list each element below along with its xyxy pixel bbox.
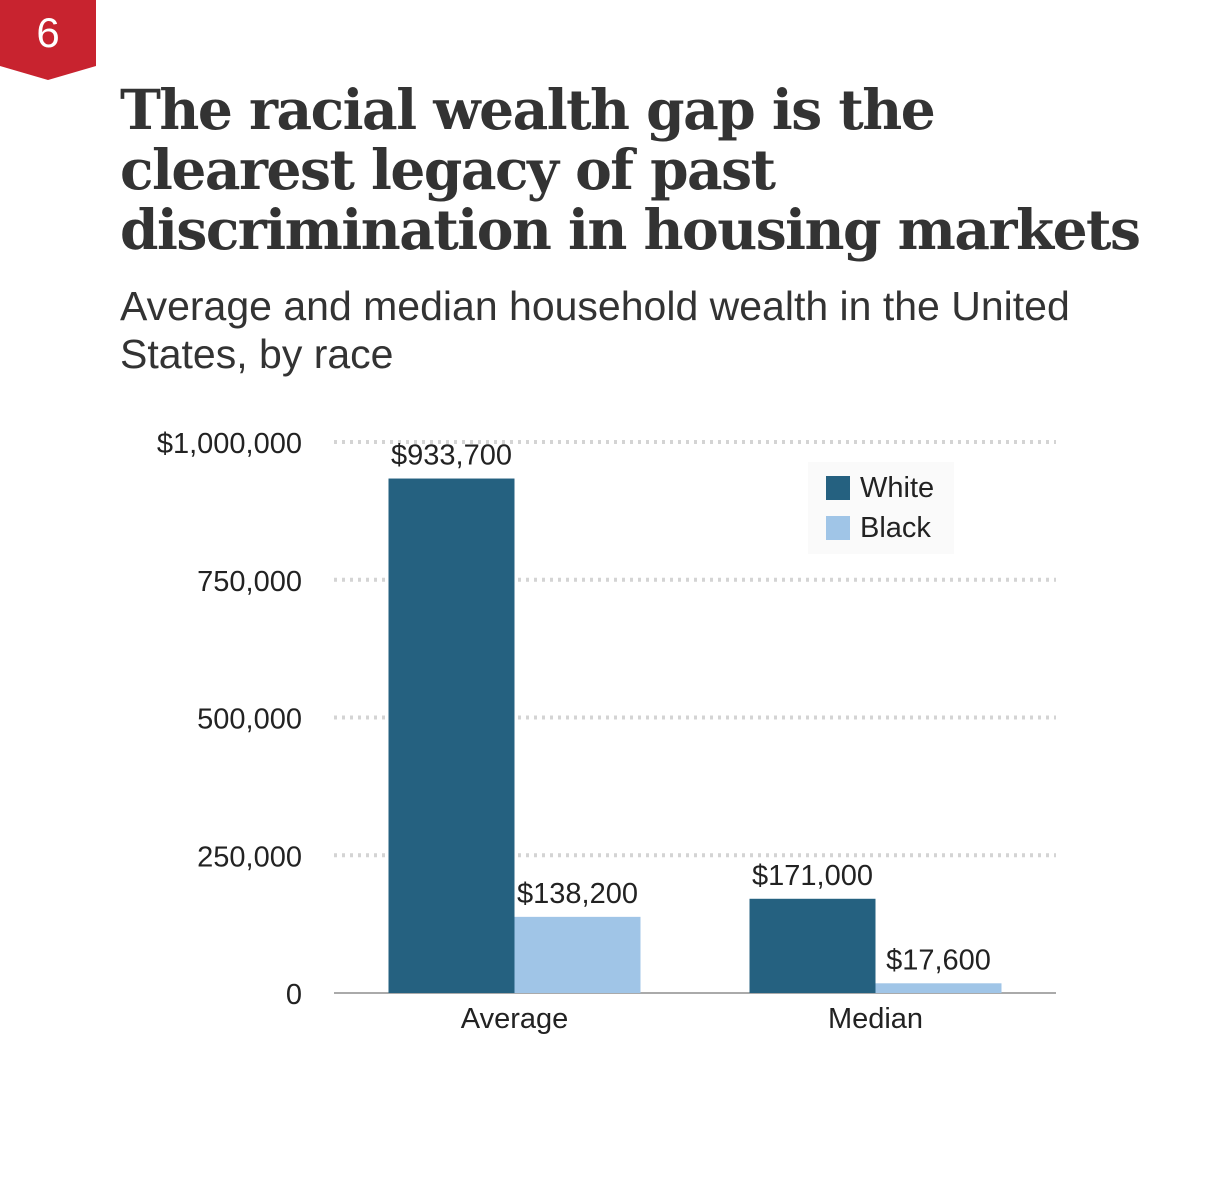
bar-black-median <box>875 983 1002 993</box>
y-tick-label: 250,000 <box>197 841 302 873</box>
data-label: $17,600 <box>886 944 991 976</box>
x-axis-tick-labels: Average Median <box>461 1003 923 1035</box>
legend-label: White <box>860 472 934 504</box>
x-tick-label: Average <box>461 1003 569 1035</box>
data-label: $171,000 <box>752 860 873 892</box>
data-label: $933,700 <box>391 440 512 472</box>
bar-white-median <box>749 898 876 993</box>
y-tick-label: $1,000,000 <box>157 428 302 460</box>
y-tick-label: 0 <box>286 979 302 1011</box>
legend-label: Black <box>860 512 931 544</box>
y-tick-label: 500,000 <box>197 704 302 736</box>
y-tick-label: 750,000 <box>197 566 302 598</box>
legend-swatch <box>826 516 850 540</box>
badge-number: 6 <box>36 9 60 56</box>
data-labels: $933,700 $138,200 $171,000 $17,600 <box>391 440 991 977</box>
badge-shape <box>0 0 96 80</box>
x-tick-label: Median <box>828 1003 923 1035</box>
chart-number-badge: 6 <box>0 0 96 80</box>
legend: White Black <box>808 462 954 554</box>
bar-black-average <box>514 916 641 993</box>
bars <box>388 478 1002 993</box>
legend-swatch <box>826 476 850 500</box>
bar-white-average <box>388 478 515 993</box>
bar-chart: 0 250,000 500,000 750,000 $1,000,000 $933,70… <box>157 428 1056 1035</box>
data-label: $138,200 <box>517 878 638 910</box>
y-axis-tick-labels: 0 250,000 500,000 750,000 $1,000,000 <box>157 428 302 1011</box>
chart-title: The racial wealth gap is the clearest le… <box>120 77 1141 262</box>
chart-subtitle: Average and median household wealth in t… <box>120 283 1070 377</box>
